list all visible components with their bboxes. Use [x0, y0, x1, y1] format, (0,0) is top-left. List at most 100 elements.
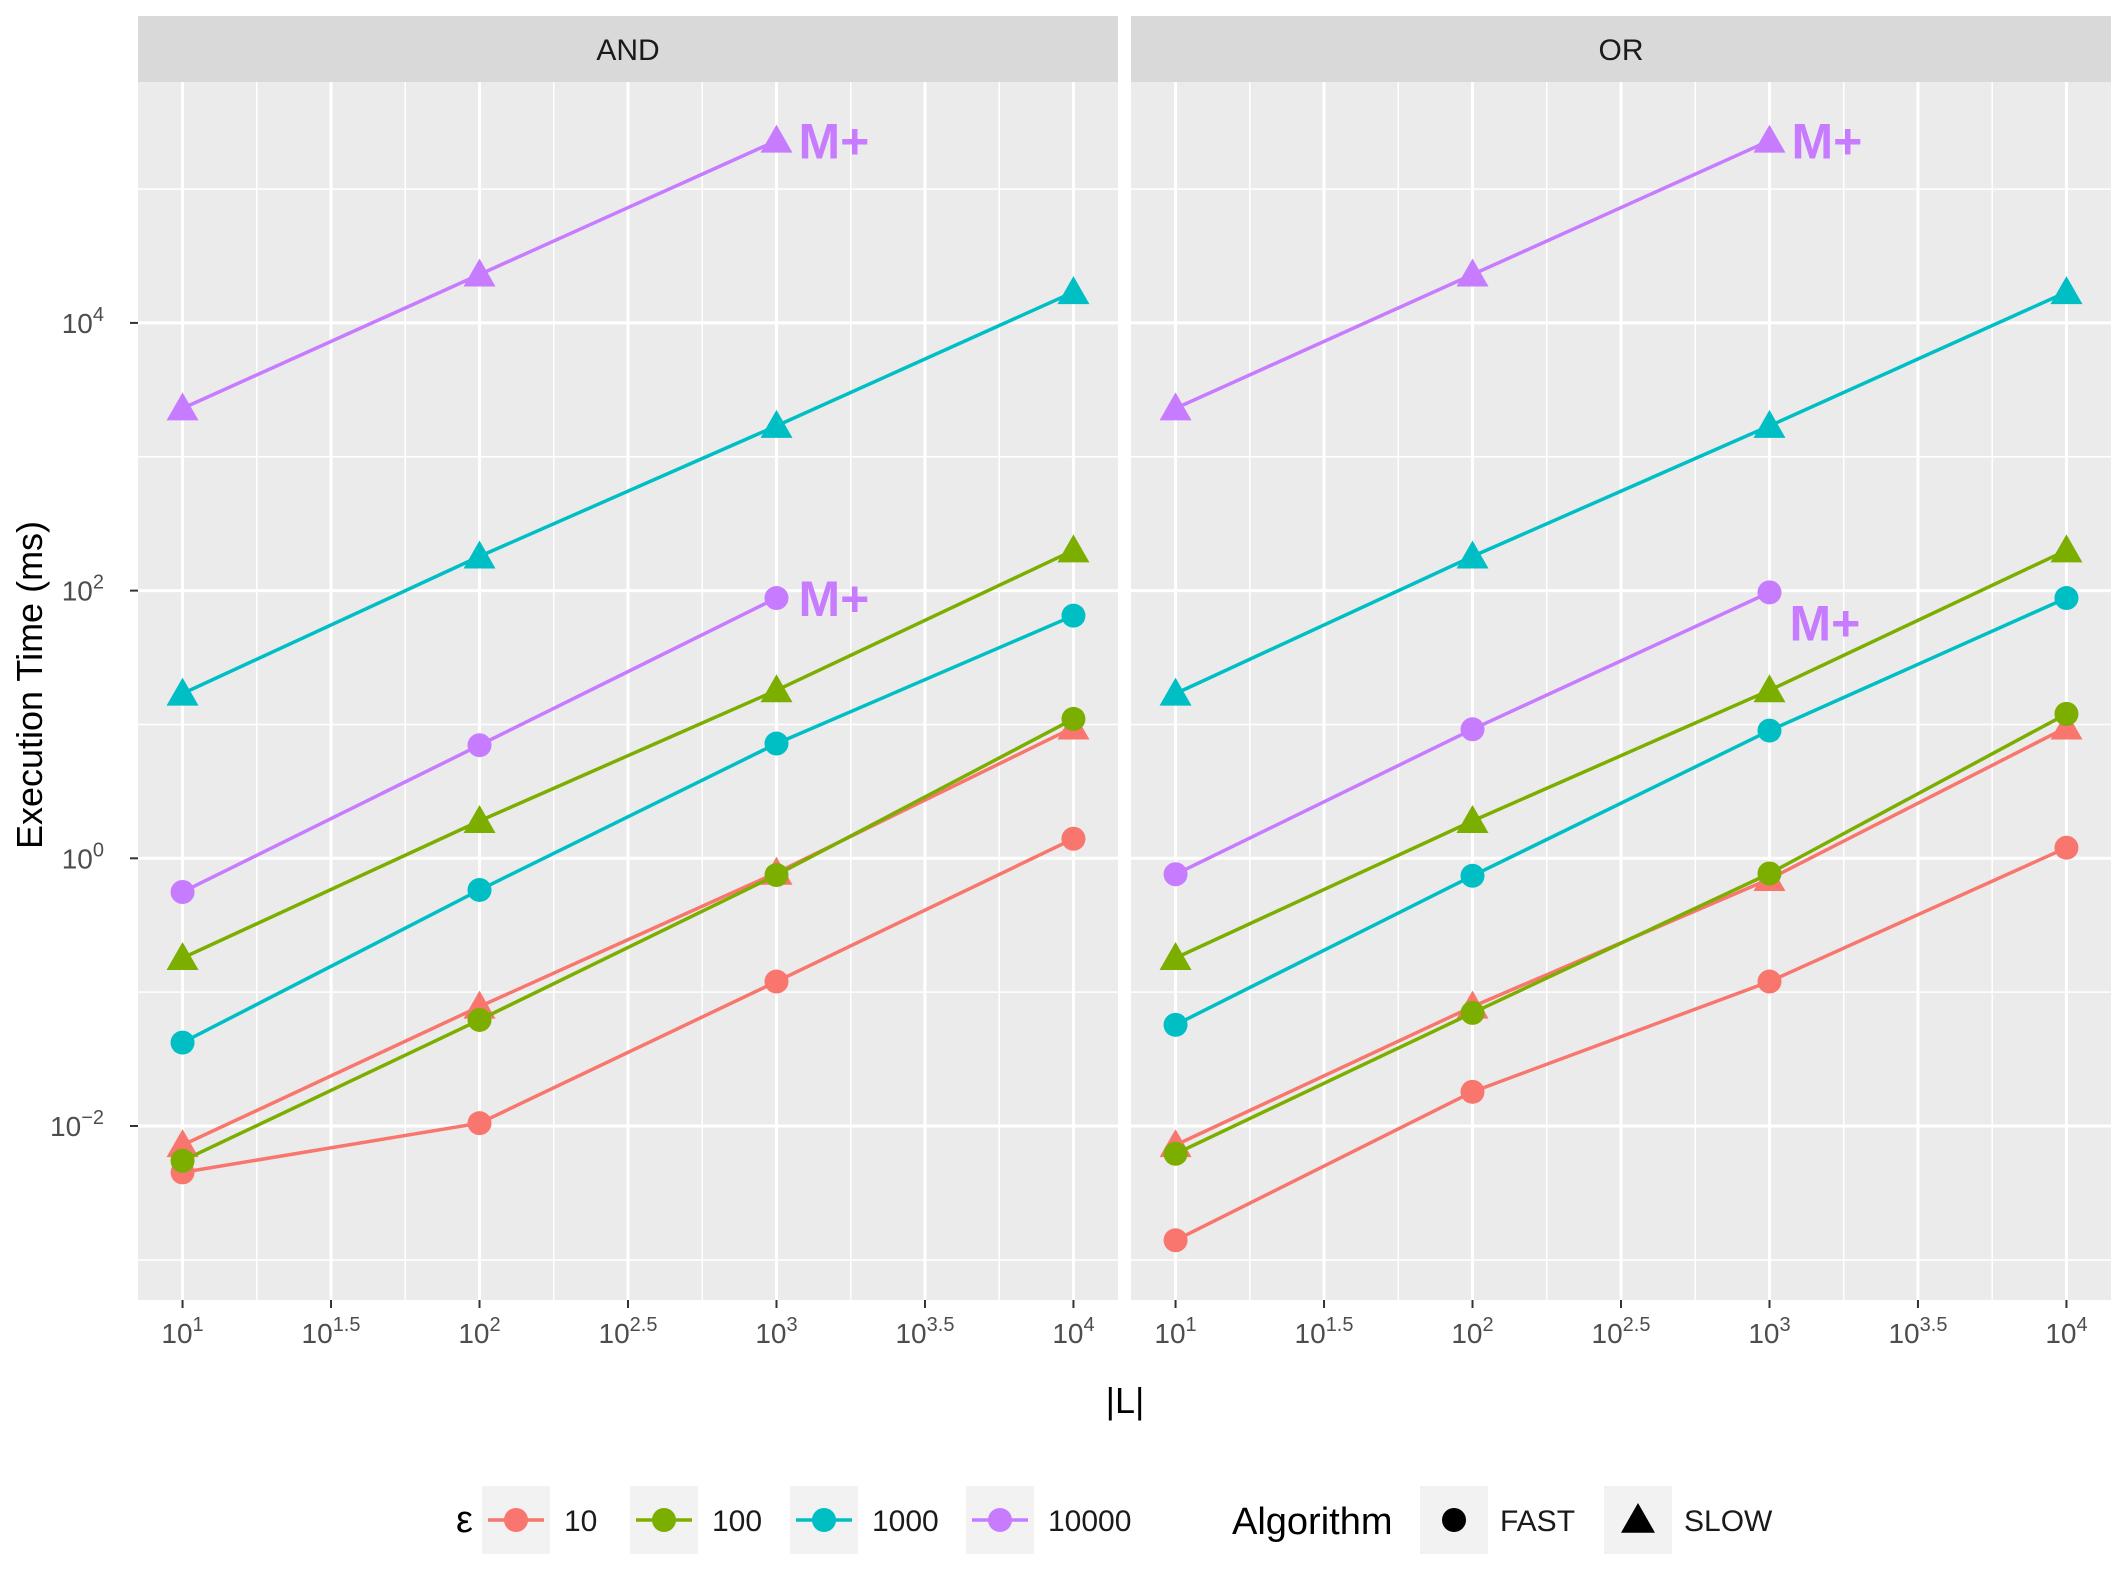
series-eps100-fast — [1163, 701, 2079, 1166]
legend-label: 1000 — [872, 1505, 939, 1538]
legend-label: 10 — [564, 1505, 597, 1538]
x-tick-label-exp: 1.5 — [1326, 1314, 1354, 1336]
x-tick-label-base: 10 — [1748, 1318, 1779, 1349]
data-point-circle — [1757, 861, 1782, 886]
x-tick-label-exp: 2.5 — [630, 1314, 658, 1336]
y-tick-label: 10−2 — [50, 1107, 104, 1142]
legend-item-eps-1000: 1000 — [790, 1486, 939, 1554]
data-point-circle — [170, 880, 195, 905]
series-eps1000-fast — [170, 603, 1086, 1055]
y-tick-label-base: 10 — [62, 308, 93, 339]
series-line — [1174, 712, 2068, 1156]
data-point-circle — [170, 1030, 195, 1055]
data-point-circle — [1757, 580, 1782, 605]
y-tick-label-base: 10 — [62, 843, 93, 874]
x-tick-label-base: 10 — [1451, 1318, 1482, 1349]
data-point-triangle — [1753, 124, 1786, 153]
data-point-circle — [467, 1111, 492, 1136]
data-point-triangle — [463, 540, 496, 569]
data-point-triangle — [1057, 276, 1090, 305]
x-tick-label-base: 10 — [458, 1318, 489, 1349]
legend-label: 10000 — [1048, 1505, 1131, 1538]
legend-item-eps-100: 100 — [630, 1486, 762, 1554]
data-point-triangle — [760, 124, 793, 153]
data-point-circle — [1061, 826, 1086, 851]
data-point-circle — [1460, 1079, 1485, 1104]
series-eps10000-fast — [1163, 580, 1782, 887]
series-eps10000-fast — [170, 586, 789, 905]
legend-color-title: ε — [456, 1499, 473, 1541]
x-tick-label-exp: 4 — [1083, 1314, 1094, 1336]
x-tick-label-base: 10 — [1295, 1318, 1326, 1349]
data-point-triangle — [1456, 540, 1489, 569]
data-point-circle — [764, 731, 789, 756]
series-line — [181, 717, 1075, 1163]
strip-label: AND — [596, 34, 659, 67]
data-point-triangle — [166, 677, 199, 706]
data-point-triangle — [1456, 258, 1489, 287]
data-point-circle — [1061, 603, 1086, 628]
x-tick-label: 102.5 — [599, 1314, 658, 1349]
series-line — [181, 290, 1075, 696]
series-line — [181, 548, 1075, 960]
x-tick-label-base: 10 — [895, 1318, 926, 1349]
x-tick-label-base: 10 — [599, 1318, 630, 1349]
data-point-circle — [467, 733, 492, 758]
legend-key-point — [812, 1508, 836, 1532]
series-eps10-fast — [1163, 835, 2079, 1253]
data-point-triangle — [2050, 276, 2083, 305]
data-point-circle — [1061, 706, 1086, 731]
y-tick-label-base: 10 — [62, 576, 93, 607]
data-point-triangle — [166, 392, 199, 421]
legend-item-eps-10000: 10000 — [966, 1486, 1131, 1554]
x-tick-label: 103 — [755, 1314, 797, 1349]
legend-label: 100 — [712, 1505, 762, 1538]
data-point-circle — [1460, 717, 1485, 742]
data-point-triangle — [463, 258, 496, 287]
series-line — [181, 725, 1075, 1147]
x-tick-label-exp: 3.5 — [927, 1314, 955, 1336]
series-eps10000-slow — [166, 124, 793, 421]
y-tick-label: 104 — [62, 304, 104, 339]
series-eps10000-slow — [1159, 124, 1786, 421]
x-tick-label: 103 — [1748, 1314, 1790, 1349]
series-line — [1174, 846, 2068, 1242]
annotation-m-plus: M+ — [1791, 114, 1862, 170]
x-tick-label-exp: 2.5 — [1623, 1314, 1651, 1336]
x-tick-label-base: 10 — [1592, 1318, 1623, 1349]
series-eps100-slow — [1159, 534, 2083, 970]
data-point-circle — [1163, 1228, 1188, 1253]
x-tick-label-base: 10 — [755, 1318, 786, 1349]
y-tick-label-exp: 4 — [93, 304, 104, 326]
x-tick-label-exp: 1 — [1186, 1314, 1197, 1336]
x-tick-label: 102 — [458, 1314, 500, 1349]
y-axis-title: Execution Time (ms) — [9, 521, 50, 849]
data-point-triangle — [1057, 534, 1090, 563]
x-tick-label-exp: 1 — [193, 1314, 204, 1336]
x-tick-label: 101 — [161, 1314, 203, 1349]
data-point-triangle — [166, 1129, 199, 1158]
data-point-circle — [1163, 1012, 1188, 1037]
data-point-circle — [1163, 1141, 1188, 1166]
x-tick-label: 104 — [1052, 1314, 1094, 1349]
strip-label: OR — [1599, 34, 1644, 67]
data-point-triangle — [2050, 534, 2083, 563]
legend-key-point — [988, 1508, 1012, 1532]
x-tick-label: 103.5 — [1888, 1314, 1947, 1349]
x-tick-label: 103.5 — [895, 1314, 954, 1349]
data-point-circle — [764, 586, 789, 611]
data-point-circle — [2054, 586, 2079, 611]
x-tick-label: 101 — [1154, 1314, 1196, 1349]
x-tick-label-base: 10 — [1052, 1318, 1083, 1349]
x-tick-label: 102 — [1451, 1314, 1493, 1349]
x-tick-label-exp: 1.5 — [333, 1314, 361, 1336]
x-tick-label-exp: 4 — [2076, 1314, 2087, 1336]
x-tick-label-base: 10 — [1154, 1318, 1185, 1349]
series-line — [1174, 596, 2068, 1027]
data-point-triangle — [760, 409, 793, 438]
series-line — [1174, 290, 2068, 696]
y-tick-label-exp: 2 — [93, 572, 104, 594]
